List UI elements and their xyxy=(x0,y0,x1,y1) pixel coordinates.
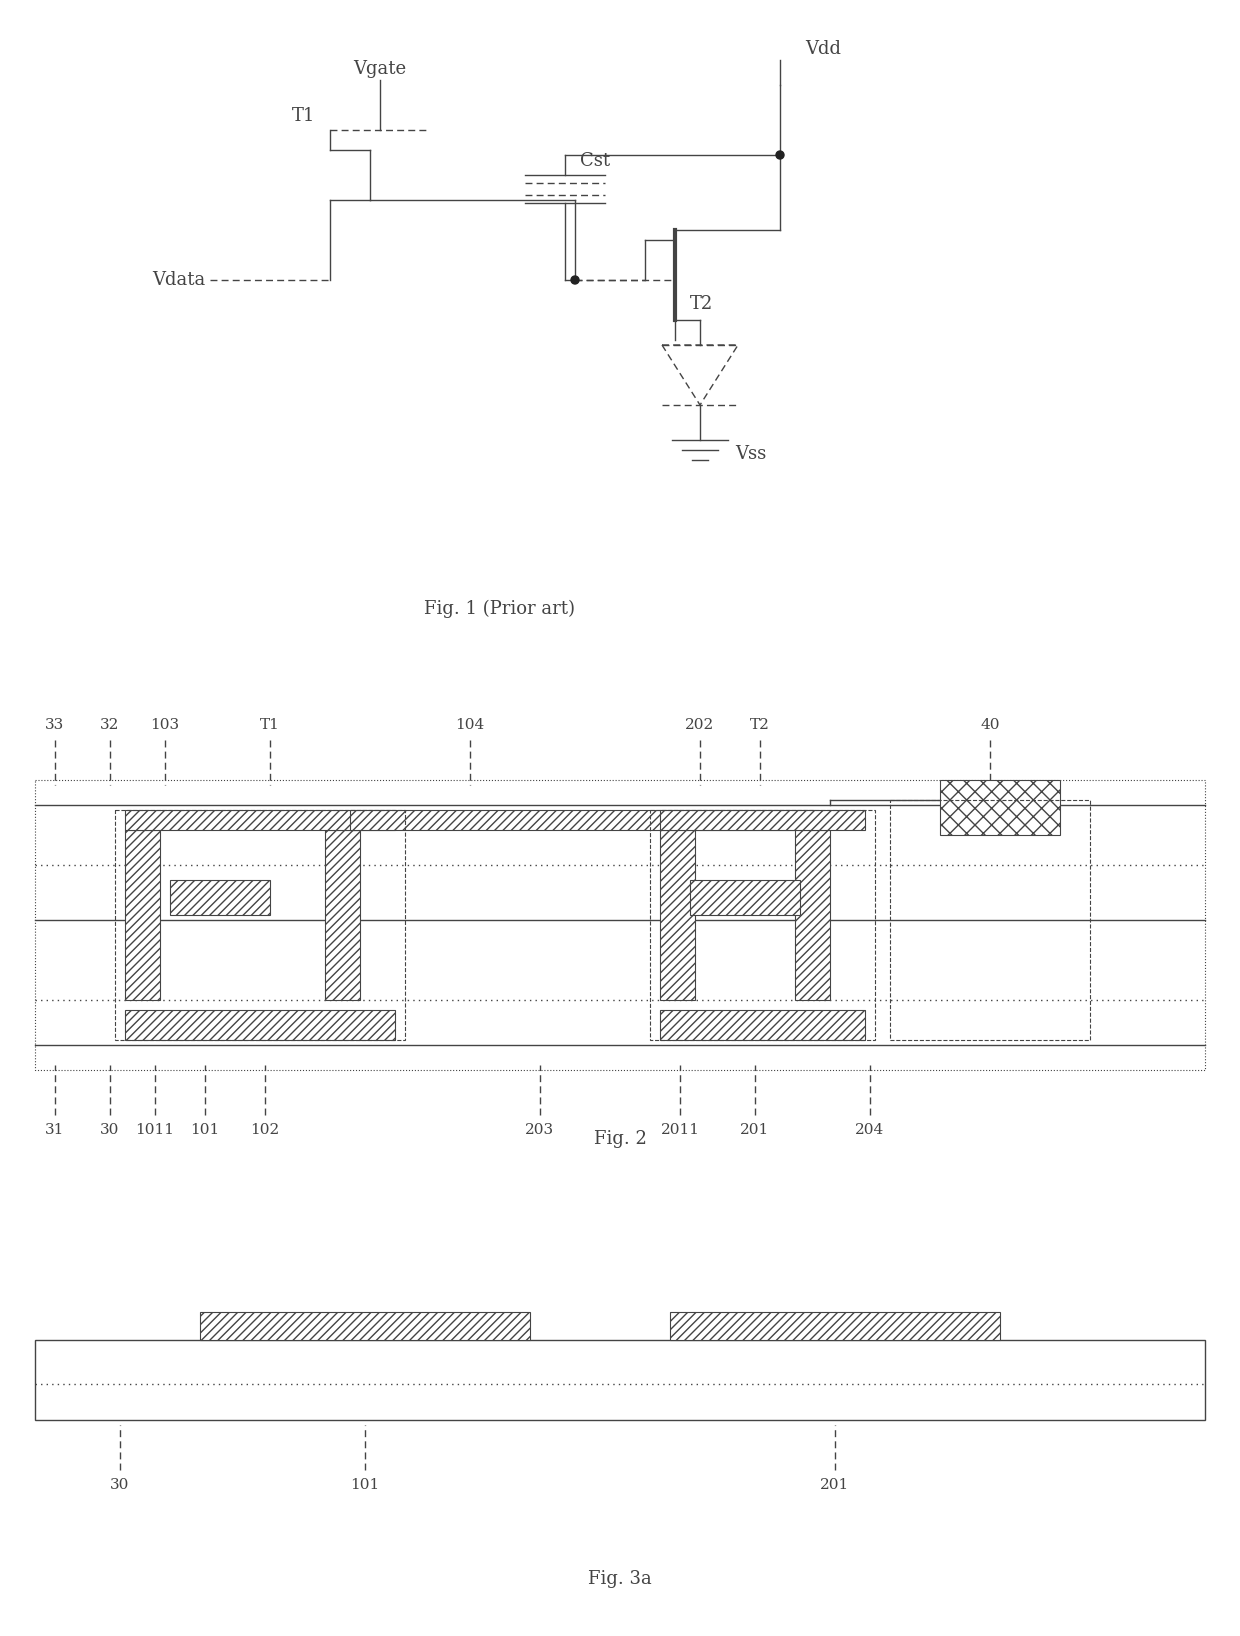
Bar xyxy=(660,810,866,829)
Bar xyxy=(125,810,396,829)
Text: T2: T2 xyxy=(689,294,713,312)
Text: 2011: 2011 xyxy=(661,1122,699,1137)
Text: 101: 101 xyxy=(351,1477,379,1492)
Circle shape xyxy=(776,151,784,159)
Text: Fig. 2: Fig. 2 xyxy=(594,1130,646,1148)
Text: Vdata: Vdata xyxy=(151,272,205,290)
Text: 201: 201 xyxy=(740,1122,770,1137)
Text: Vss: Vss xyxy=(735,445,766,463)
Bar xyxy=(125,829,160,1000)
Text: 30: 30 xyxy=(100,1122,120,1137)
Text: 40: 40 xyxy=(981,718,999,731)
Text: Fig. 3a: Fig. 3a xyxy=(588,1571,652,1589)
Text: Vdd: Vdd xyxy=(805,39,841,57)
Bar xyxy=(350,810,815,829)
Text: 102: 102 xyxy=(250,1122,280,1137)
Bar xyxy=(200,1312,529,1340)
Text: 204: 204 xyxy=(856,1122,884,1137)
Bar xyxy=(689,880,800,915)
Bar xyxy=(35,780,1205,1070)
Text: T1: T1 xyxy=(260,718,280,731)
Text: 201: 201 xyxy=(821,1477,849,1492)
Text: 203: 203 xyxy=(526,1122,554,1137)
Bar xyxy=(115,810,405,1040)
Bar xyxy=(35,1340,1205,1420)
Bar xyxy=(795,829,830,1000)
Bar xyxy=(660,1009,866,1040)
Bar xyxy=(325,829,360,1000)
Bar xyxy=(940,780,1060,834)
Text: 104: 104 xyxy=(455,718,485,731)
Text: 202: 202 xyxy=(686,718,714,731)
Bar xyxy=(890,800,1090,1040)
Text: 30: 30 xyxy=(110,1477,130,1492)
Bar xyxy=(170,880,270,915)
Text: 31: 31 xyxy=(46,1122,64,1137)
Text: Cst: Cst xyxy=(580,152,610,170)
Text: Fig. 1 (Prior art): Fig. 1 (Prior art) xyxy=(424,600,575,618)
Bar xyxy=(660,829,694,1000)
Circle shape xyxy=(570,276,579,285)
Text: 33: 33 xyxy=(46,718,64,731)
Bar xyxy=(670,1312,999,1340)
Text: T1: T1 xyxy=(291,106,315,124)
Bar xyxy=(125,1009,396,1040)
Text: 103: 103 xyxy=(150,718,180,731)
Text: Vgate: Vgate xyxy=(353,61,407,79)
Text: 1011: 1011 xyxy=(135,1122,175,1137)
Bar xyxy=(650,810,875,1040)
Text: T2: T2 xyxy=(750,718,770,731)
Text: 101: 101 xyxy=(191,1122,219,1137)
Text: 32: 32 xyxy=(100,718,120,731)
